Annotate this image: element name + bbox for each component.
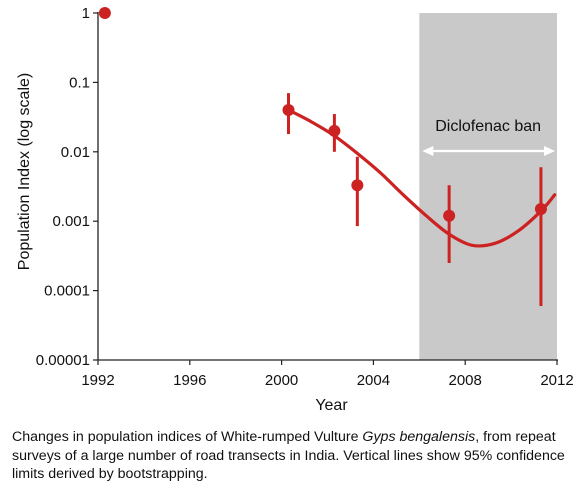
x-tick-label: 2008	[449, 372, 482, 389]
x-axis-title: Year	[315, 397, 348, 414]
y-tick-label: 0.01	[61, 144, 90, 161]
x-tick-label: 2000	[265, 372, 298, 389]
data-point	[98, 7, 111, 19]
y-tick-label: 0.1	[69, 74, 90, 91]
caption-species: Gyps bengalensis	[362, 429, 476, 445]
chart: 1 0.1 0.01 0.001 0.0001 0.00001 1992 1996 2000 20…	[16, 5, 574, 414]
ban-label: Diclofenac ban	[435, 118, 541, 135]
x-tick-label: 2004	[357, 372, 390, 389]
ban-arrow-left-head	[422, 146, 434, 156]
x-tick-label: 1992	[81, 372, 114, 389]
ban-region	[419, 13, 557, 360]
x-tick-label: 1996	[173, 372, 206, 389]
data-point	[443, 209, 456, 222]
y-tick-label: 1	[82, 5, 90, 22]
y-axis-title: Population Index (log scale)	[16, 73, 33, 270]
data-point	[328, 124, 341, 137]
x-tick-label: 2012	[540, 372, 573, 389]
y-tick-label: 0.00001	[36, 352, 90, 369]
y-tick-label: 0.0001	[44, 283, 90, 300]
caption-text-1: Changes in population indices of White-r…	[12, 429, 363, 445]
figure-caption: Changes in population indices of White-r…	[12, 428, 572, 484]
data-point	[534, 202, 547, 215]
caption-text-2: , from repeat surveys of a large number …	[12, 429, 565, 482]
y-tick-label: 0.001	[52, 213, 90, 230]
data-point	[351, 179, 364, 192]
data-point	[282, 104, 295, 117]
ban-arrow-right-head	[544, 146, 555, 156]
